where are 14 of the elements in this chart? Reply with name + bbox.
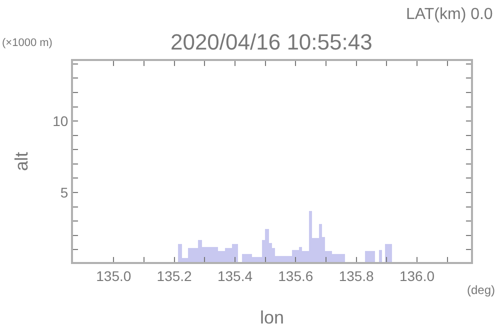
y-tick-label: 10 bbox=[52, 112, 68, 129]
x-tick-label: 135.4 bbox=[217, 268, 253, 284]
x-tick-label: 135.8 bbox=[338, 268, 374, 284]
text: (×1000 m) bbox=[2, 37, 52, 49]
y-tick-label: 5 bbox=[60, 184, 68, 200]
x-tick-label: 135.6 bbox=[278, 268, 314, 284]
y-axis-title: alt bbox=[11, 152, 32, 172]
x-axis-title: lon bbox=[260, 307, 284, 328]
chart-title: 2020/04/16 10:55:43 bbox=[170, 30, 372, 55]
text: (deg) bbox=[467, 283, 496, 297]
x-tick-label: 135.0 bbox=[96, 268, 132, 284]
text: LAT(km) 0.0 bbox=[406, 6, 493, 23]
x-tick-label: 136.0 bbox=[399, 268, 435, 284]
x-tick-label: 135.2 bbox=[156, 268, 192, 284]
